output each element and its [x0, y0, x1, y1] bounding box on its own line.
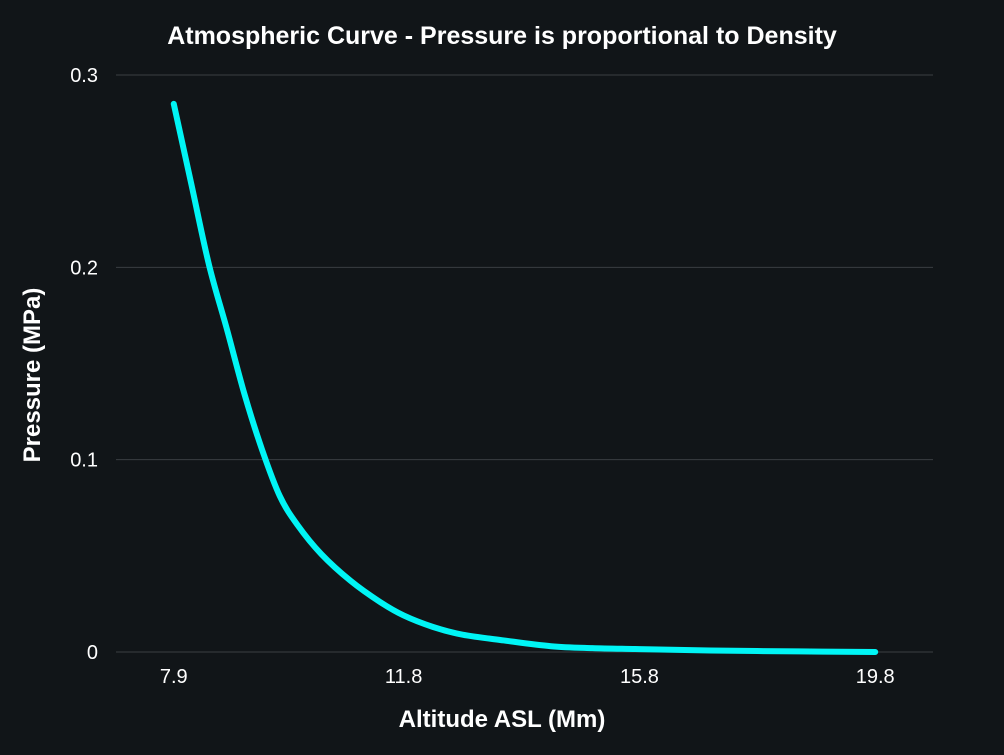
y-tick-label: 0.2	[70, 257, 98, 279]
y-axis-label: Pressure (MPa)	[19, 288, 46, 463]
x-axis-label: Altitude ASL (Mm)	[399, 706, 606, 733]
y-tick-label: 0.1	[70, 450, 98, 472]
x-tick-label: 7.9	[160, 666, 188, 688]
x-tick-label: 15.8	[620, 666, 659, 688]
x-tick-label: 11.8	[385, 666, 422, 688]
y-tick-label: 0.3	[70, 65, 98, 87]
series-line-pressure	[170, 100, 879, 655]
chart-title: Atmospheric Curve - Pressure is proporti…	[167, 22, 837, 50]
x-tick-label: 19.8	[856, 666, 895, 688]
y-tick-label: 0	[87, 642, 98, 664]
